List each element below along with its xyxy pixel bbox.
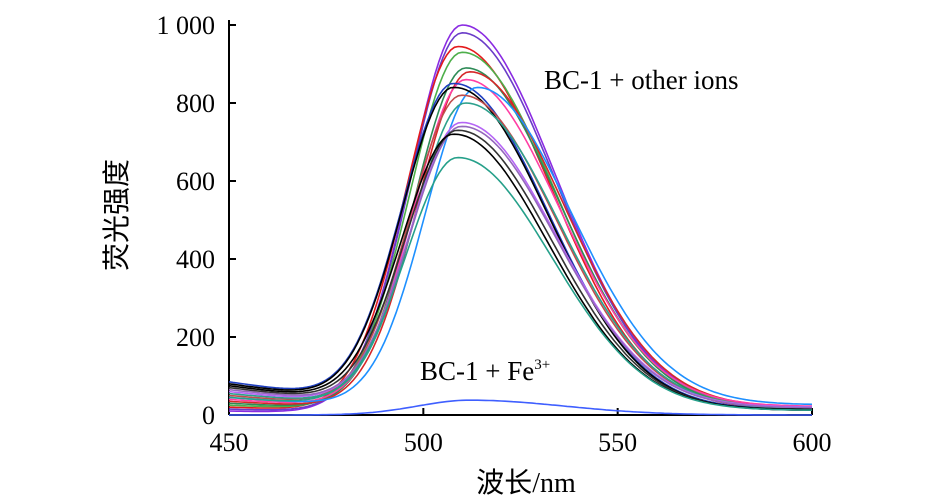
annotation-other-ions: BC-1 + other ions bbox=[544, 65, 738, 95]
annotation-fe-superscript: 3+ bbox=[534, 357, 550, 373]
y-tick-label: 800 bbox=[176, 89, 215, 118]
y-tick-label: 0 bbox=[202, 401, 215, 430]
spectrum-line-7 bbox=[228, 78, 813, 407]
x-axis-title: 波长/nm bbox=[476, 467, 576, 499]
x-tick-label: 550 bbox=[598, 428, 637, 457]
spectrum-line-14 bbox=[228, 125, 812, 409]
spectrum-line-13 bbox=[228, 121, 812, 408]
spectrum-line-18 bbox=[229, 399, 812, 416]
x-tick-label: 500 bbox=[404, 428, 443, 457]
y-tick-label: 1 000 bbox=[157, 11, 216, 40]
x-tick-label: 450 bbox=[210, 428, 249, 457]
y-tick-label: 400 bbox=[176, 245, 215, 274]
y-tick-label: 600 bbox=[176, 167, 215, 196]
annotation-fe-base: BC-1 + Fe bbox=[420, 356, 534, 386]
spectrum-line-9 bbox=[228, 86, 813, 406]
curves bbox=[228, 24, 813, 416]
y-axis-title: 荧光强度 bbox=[101, 159, 133, 271]
spectrum-line-4 bbox=[228, 51, 813, 409]
spectrum-line-8 bbox=[228, 82, 812, 411]
x-tick-label: 600 bbox=[793, 428, 832, 457]
axes: 450 500 550 600 0 200 400 600 800 1 000 bbox=[157, 11, 832, 457]
spectrum-line-17 bbox=[228, 156, 812, 411]
y-tick-label: 200 bbox=[176, 323, 215, 352]
annotation-fe: BC-1 + Fe3+ bbox=[420, 356, 550, 386]
